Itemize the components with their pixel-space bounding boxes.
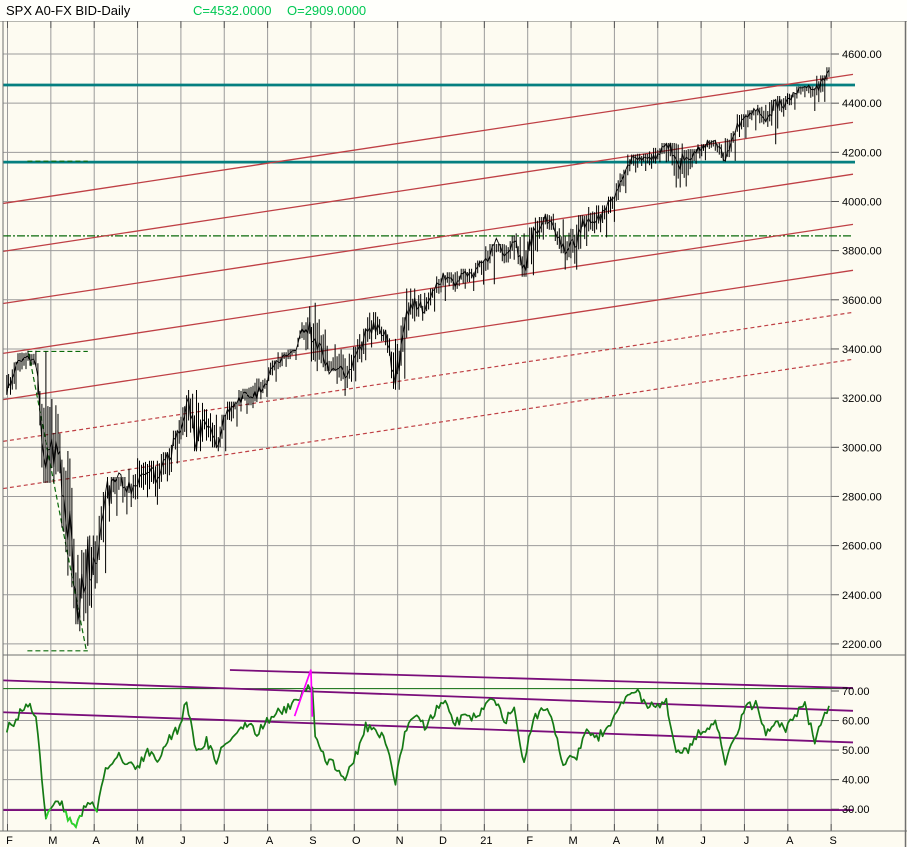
time-axis-label: M xyxy=(568,835,577,847)
time-axis-label: D xyxy=(439,835,447,847)
time-axis-label: J xyxy=(744,835,750,847)
time-axis-label: M xyxy=(135,835,144,847)
time-axis-label: A xyxy=(613,835,621,847)
price-axis-label: 3400.00 xyxy=(842,344,882,356)
purple-trend-line xyxy=(229,669,854,689)
price-axis-label: 2600.00 xyxy=(842,541,882,553)
price-axis-label: 2800.00 xyxy=(842,491,882,503)
indicator-axis-label: 30.00 xyxy=(842,804,870,816)
price-axis-label: 4400.00 xyxy=(842,98,882,110)
price-bars-series xyxy=(6,67,830,646)
price-trendlines[interactable] xyxy=(2,73,855,652)
axis-labels: 4600.00 4400.00 4200.00 4000.00 3800.00 3600.… xyxy=(6,49,882,847)
price-axis-label: 2200.00 xyxy=(842,639,882,651)
price-axis-label: 3200.00 xyxy=(842,393,882,405)
symbol-title: SPX A0-FX BID-Daily xyxy=(6,3,131,18)
magenta-spike-line xyxy=(293,669,314,717)
indicator-axis-label: 50.00 xyxy=(842,745,870,757)
purple-trend-line xyxy=(2,711,854,744)
price-axis-label: 4200.00 xyxy=(842,147,882,159)
time-axis-label: F xyxy=(6,835,13,847)
time-axis-label: A xyxy=(266,835,274,847)
red-trend-line-dashed xyxy=(2,358,854,490)
red-trend-line xyxy=(2,73,854,205)
indicator-axis-label: 70.00 xyxy=(842,686,870,698)
price-axis-label: 3600.00 xyxy=(842,295,882,307)
time-axis-label: A xyxy=(93,835,101,847)
red-trend-line xyxy=(2,223,854,355)
time-axis-label: 21 xyxy=(480,835,492,847)
time-axis-label: M xyxy=(655,835,664,847)
red-trend-line-dashed xyxy=(2,311,854,442)
price-axis-label: 4600.00 xyxy=(842,49,882,61)
price-axis-label: 4000.00 xyxy=(842,196,882,208)
oscillator-line xyxy=(5,684,830,828)
red-trend-line xyxy=(2,173,854,305)
close-line xyxy=(6,69,830,622)
time-axis-label: N xyxy=(396,835,404,847)
time-axis-label: S xyxy=(829,835,836,847)
oscillator-panel xyxy=(2,669,854,830)
time-axis-label: J xyxy=(224,835,230,847)
time-axis-label: F xyxy=(526,835,533,847)
oscillator-oversold-lime xyxy=(45,807,98,830)
red-trend-line xyxy=(2,269,854,401)
chart-header-bar: SPX A0-FX BID-Daily C=4532.0000 O=2909.0… xyxy=(0,0,907,21)
open-value-label: O=2909.0000 xyxy=(287,3,367,18)
time-axis-label: O xyxy=(352,835,361,847)
price-axis-label: 3800.00 xyxy=(842,246,882,258)
purple-trend-line xyxy=(2,679,854,712)
time-axis-label: A xyxy=(786,835,794,847)
time-axis-label: S xyxy=(309,835,316,847)
price-axis-label: 2400.00 xyxy=(842,590,882,602)
time-axis-label: M xyxy=(48,835,57,847)
price-axis-label: 3000.00 xyxy=(842,442,882,454)
indicator-axis-label: 40.00 xyxy=(842,775,870,787)
time-axis-label: J xyxy=(180,835,186,847)
indicator-axis-label: 60.00 xyxy=(842,716,870,728)
close-value-label: C=4532.0000 xyxy=(193,3,272,18)
time-axis-label: J xyxy=(700,835,706,847)
